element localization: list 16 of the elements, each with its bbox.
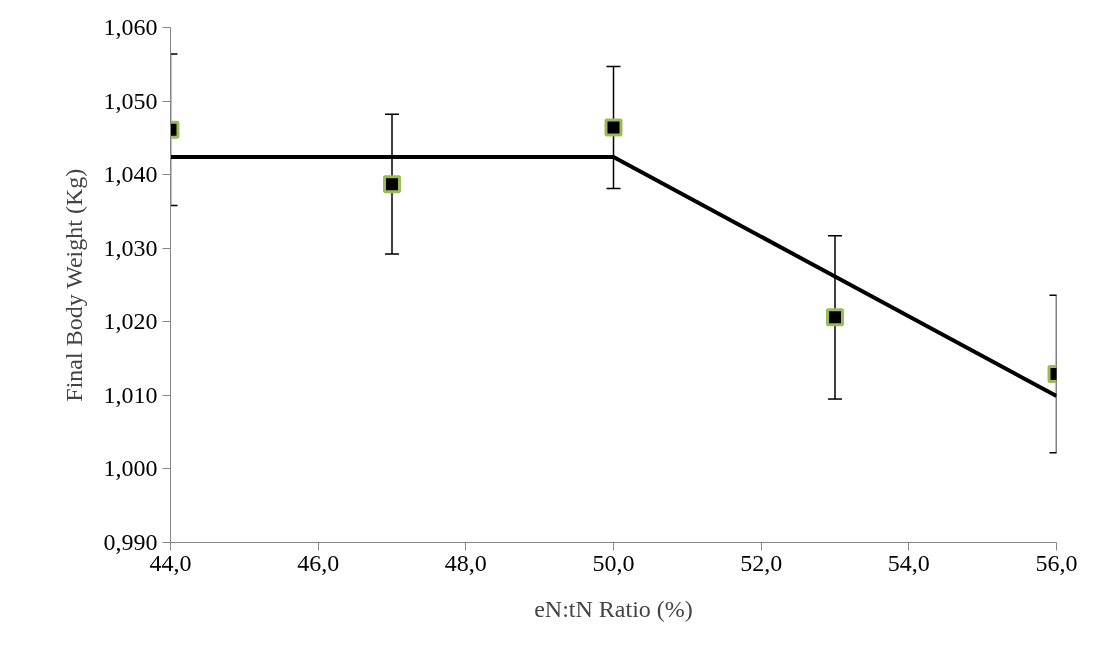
y-tick-label: 1,010 <box>103 381 158 408</box>
y-tick-label: 1,030 <box>103 234 158 261</box>
y-tick-label: 1,040 <box>103 161 158 188</box>
y-tick-label: 1,020 <box>103 308 158 335</box>
point <box>604 118 623 137</box>
y-tick-label: 1,000 <box>103 455 158 482</box>
y-tick-label: 1,050 <box>103 87 158 114</box>
x-tick-label: 52,0 <box>740 549 783 576</box>
x-tick-label: 50,0 <box>592 549 635 576</box>
y-axis-title: Final Body Weight (Kg) <box>60 168 87 402</box>
x-tick-label: 54,0 <box>887 549 930 576</box>
x-axis-title: eN:tN Ratio (%) <box>534 595 693 622</box>
x-tick-label: 48,0 <box>444 549 487 576</box>
x-tick-label: 56,0 <box>1035 549 1078 576</box>
x-tick-label: 46,0 <box>297 549 340 576</box>
y-tick-label: 1,060 <box>103 14 158 40</box>
